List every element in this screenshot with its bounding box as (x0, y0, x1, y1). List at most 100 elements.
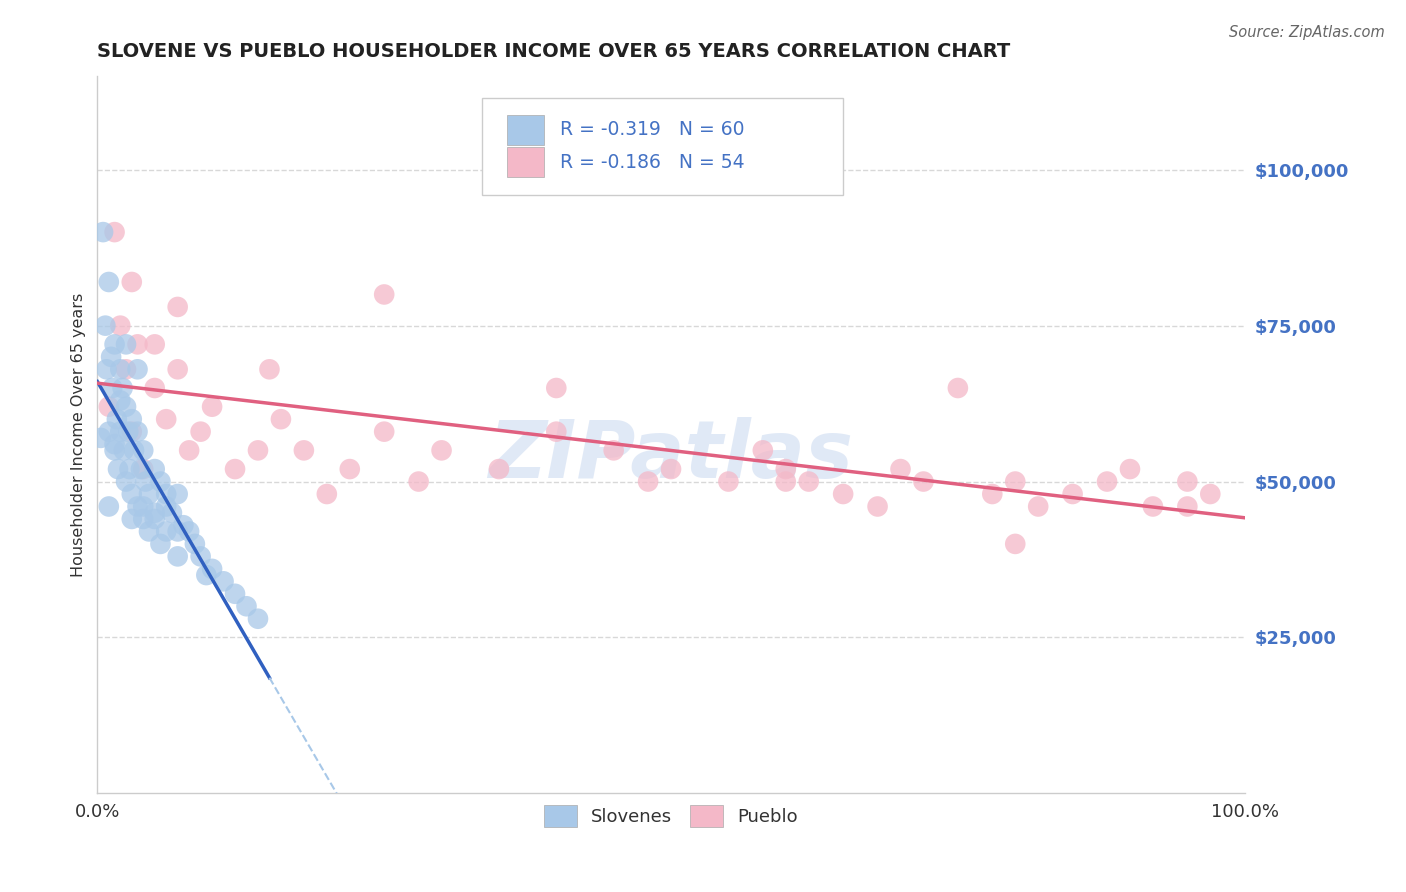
Point (195, 568, 218, 582)
Point (166, 362, 188, 376)
Point (149, 537, 172, 551)
Point (1119, 462, 1142, 476)
Point (121, 512, 143, 526)
FancyBboxPatch shape (482, 98, 844, 194)
Point (235, 599, 257, 614)
Point (111, 381, 134, 395)
Point (96, 362, 118, 376)
Point (602, 443, 624, 458)
Point (1095, 475, 1118, 489)
Point (110, 425, 132, 439)
Text: SLOVENE VS PUEBLO HOUSEHOLDER INCOME OVER 65 YEARS CORRELATION CHART: SLOVENE VS PUEBLO HOUSEHOLDER INCOME OVE… (97, 42, 1011, 61)
Point (129, 462, 152, 476)
Point (121, 487, 143, 501)
Point (1026, 500, 1049, 514)
Point (1199, 487, 1222, 501)
Point (339, 462, 361, 476)
Point (122, 443, 145, 458)
Point (143, 512, 166, 526)
Point (103, 443, 125, 458)
Point (110, 393, 132, 408)
Point (1004, 537, 1026, 551)
Point (97, 400, 120, 414)
Point (637, 475, 659, 489)
Point (132, 462, 155, 476)
Point (246, 443, 269, 458)
Point (201, 562, 224, 576)
Point (1175, 475, 1198, 489)
Point (115, 475, 138, 489)
Point (889, 462, 911, 476)
Point (155, 487, 177, 501)
Point (430, 443, 453, 458)
Point (138, 487, 160, 501)
Point (143, 506, 166, 520)
Point (100, 350, 122, 364)
Point (127, 425, 149, 439)
Point (107, 462, 129, 476)
Point (292, 443, 315, 458)
Legend: Slovenes, Pueblo: Slovenes, Pueblo (537, 798, 806, 835)
Point (94, 318, 117, 333)
Point (179, 524, 201, 539)
Point (138, 524, 160, 539)
Point (127, 337, 149, 351)
Point (717, 475, 740, 489)
Point (143, 462, 166, 476)
Point (212, 574, 235, 589)
Point (912, 475, 935, 489)
Point (105, 412, 128, 426)
Text: ZIPatlas: ZIPatlas (488, 417, 853, 495)
Point (832, 487, 855, 501)
Point (184, 537, 207, 551)
Point (546, 381, 568, 395)
Point (981, 487, 1004, 501)
Point (115, 362, 138, 376)
Point (149, 475, 172, 489)
Point (752, 443, 775, 458)
Point (97, 500, 120, 514)
Point (103, 225, 125, 239)
Point (155, 500, 177, 514)
Point (659, 462, 682, 476)
Point (408, 475, 430, 489)
Point (224, 462, 246, 476)
Point (121, 412, 143, 426)
Point (143, 337, 166, 351)
Point (127, 362, 149, 376)
Point (172, 518, 194, 533)
Point (117, 425, 139, 439)
Point (166, 300, 188, 314)
Point (946, 381, 969, 395)
Point (132, 512, 155, 526)
Bar (508, 115, 544, 145)
Point (315, 487, 337, 501)
Point (488, 462, 510, 476)
Point (224, 587, 246, 601)
Point (97, 275, 120, 289)
Point (127, 500, 149, 514)
Point (135, 475, 157, 489)
Point (103, 337, 125, 351)
Point (190, 425, 212, 439)
Point (373, 287, 395, 301)
Point (373, 425, 395, 439)
Point (1142, 500, 1164, 514)
Point (259, 362, 281, 376)
Point (166, 549, 188, 564)
Point (160, 506, 183, 520)
Point (103, 437, 125, 451)
Point (246, 612, 269, 626)
Point (121, 425, 143, 439)
Point (118, 462, 141, 476)
Point (112, 443, 135, 458)
Point (201, 400, 224, 414)
Point (166, 487, 188, 501)
Point (132, 443, 155, 458)
Text: R = -0.186   N = 54: R = -0.186 N = 54 (560, 153, 744, 172)
Point (115, 337, 138, 351)
Point (797, 475, 820, 489)
Point (110, 362, 132, 376)
Point (1062, 487, 1084, 501)
Point (546, 425, 568, 439)
